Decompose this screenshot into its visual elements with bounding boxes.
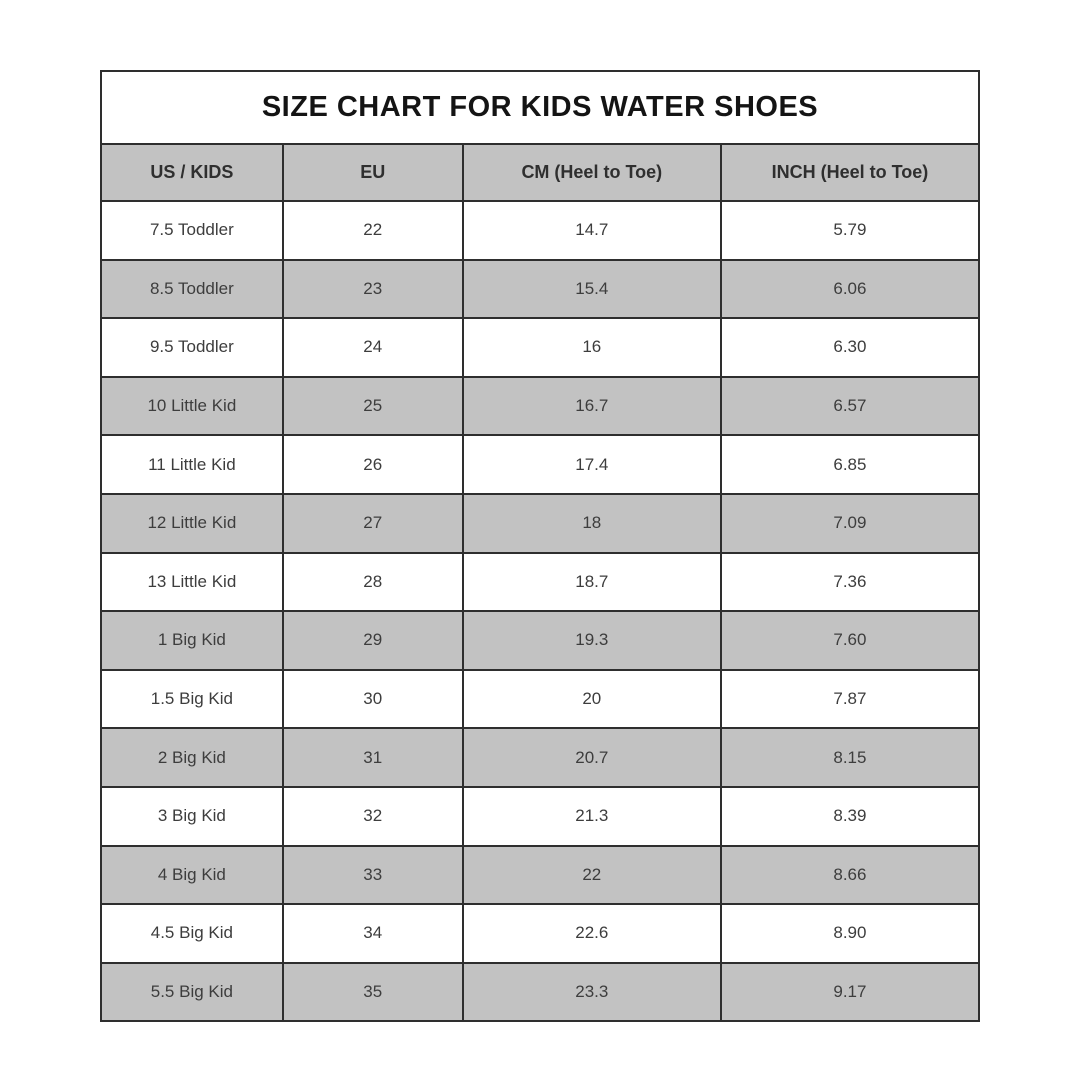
table-row: 9.5 Toddler 24 16 6.30 bbox=[100, 317, 981, 378]
table-cell: 21.3 bbox=[461, 785, 722, 847]
table-row: 4.5 Big Kid 34 22.6 8.90 bbox=[100, 903, 981, 964]
table-cell: 5.5 Big Kid bbox=[100, 961, 284, 1023]
table-cell: 26 bbox=[281, 434, 464, 495]
table-cell: 23 bbox=[281, 258, 464, 320]
table-cell: 25 bbox=[281, 375, 464, 437]
table-cell: 9.5 Toddler bbox=[100, 317, 284, 378]
table-cell: 17.4 bbox=[461, 434, 722, 495]
table-cell: 12 Little Kid bbox=[100, 492, 284, 554]
table-cell: 19.3 bbox=[461, 610, 722, 671]
table-cell: 4 Big Kid bbox=[100, 844, 284, 906]
table-cell: 29 bbox=[281, 610, 464, 671]
table-row: 4 Big Kid 33 22 8.66 bbox=[100, 844, 981, 906]
table-cell: 11 Little Kid bbox=[100, 434, 284, 495]
table-cell: 31 bbox=[281, 727, 464, 788]
table-cell: 20 bbox=[461, 668, 722, 730]
table-cell: 6.57 bbox=[719, 375, 981, 437]
table-cell: 33 bbox=[281, 844, 464, 906]
table-cell: 1.5 Big Kid bbox=[100, 668, 284, 730]
table-cell: 32 bbox=[281, 785, 464, 847]
table-row: 11 Little Kid 26 17.4 6.85 bbox=[100, 434, 981, 495]
table-cell: 24 bbox=[281, 317, 464, 378]
table-cell: 18 bbox=[461, 492, 722, 554]
table-row: 2 Big Kid 31 20.7 8.15 bbox=[100, 727, 981, 788]
table-row: 13 Little Kid 28 18.7 7.36 bbox=[100, 551, 981, 613]
table-cell: 8.15 bbox=[719, 727, 981, 788]
table-cell: 22 bbox=[281, 200, 464, 261]
table-cell: 5.79 bbox=[719, 200, 981, 261]
column-header: CM (Heel to Toe) bbox=[461, 143, 722, 202]
table-cell: 8.5 Toddler bbox=[100, 258, 284, 320]
table-row: 12 Little Kid 27 18 7.09 bbox=[100, 492, 981, 554]
table-cell: 18.7 bbox=[461, 551, 722, 613]
column-header: INCH (Heel to Toe) bbox=[719, 143, 981, 202]
table-row: 7.5 Toddler 22 14.7 5.79 bbox=[100, 200, 981, 261]
table-cell: 15.4 bbox=[461, 258, 722, 320]
table-row: 1 Big Kid 29 19.3 7.60 bbox=[100, 610, 981, 671]
table-cell: 8.66 bbox=[719, 844, 981, 906]
table-cell: 7.5 Toddler bbox=[100, 200, 284, 261]
table-row: 1.5 Big Kid 30 20 7.87 bbox=[100, 668, 981, 730]
table-cell: 6.85 bbox=[719, 434, 981, 495]
table-cell: 7.87 bbox=[719, 668, 981, 730]
table-cell: 20.7 bbox=[461, 727, 722, 788]
table-cell: 23.3 bbox=[461, 961, 722, 1023]
table-cell: 16 bbox=[461, 317, 722, 378]
table-cell: 7.60 bbox=[719, 610, 981, 671]
table-cell: 7.36 bbox=[719, 551, 981, 613]
table-cell: 4.5 Big Kid bbox=[100, 903, 284, 964]
table-cell: 8.90 bbox=[719, 903, 981, 964]
table-row: 3 Big Kid 32 21.3 8.39 bbox=[100, 785, 981, 847]
table-cell: 6.30 bbox=[719, 317, 981, 378]
size-chart-table: SIZE CHART FOR KIDS WATER SHOES US / KID… bbox=[100, 70, 981, 1023]
column-header: US / KIDS bbox=[100, 143, 284, 202]
table-cell: 10 Little Kid bbox=[100, 375, 284, 437]
size-table-body: 7.5 Toddler 22 14.7 5.79 8.5 Toddler 23 15.4 6.… bbox=[100, 200, 981, 1023]
table-row: 5.5 Big Kid 35 23.3 9.17 bbox=[100, 961, 981, 1023]
table-cell: 9.17 bbox=[719, 961, 981, 1023]
table-cell: 34 bbox=[281, 903, 464, 964]
table-cell: 2 Big Kid bbox=[100, 727, 284, 788]
table-cell: 6.06 bbox=[719, 258, 981, 320]
table-row: 10 Little Kid 25 16.7 6.57 bbox=[100, 375, 981, 437]
table-cell: 22 bbox=[461, 844, 722, 906]
table-cell: 13 Little Kid bbox=[100, 551, 284, 613]
column-header: EU bbox=[281, 143, 464, 202]
table-cell: 7.09 bbox=[719, 492, 981, 554]
table-cell: 1 Big Kid bbox=[100, 610, 284, 671]
table-cell: 22.6 bbox=[461, 903, 722, 964]
table-cell: 35 bbox=[281, 961, 464, 1023]
table-row: 8.5 Toddler 23 15.4 6.06 bbox=[100, 258, 981, 320]
table-cell: 27 bbox=[281, 492, 464, 554]
table-cell: 3 Big Kid bbox=[100, 785, 284, 847]
title-row: SIZE CHART FOR KIDS WATER SHOES bbox=[100, 70, 980, 145]
table-cell: 30 bbox=[281, 668, 464, 730]
header-row: US / KIDS EU CM (Heel to Toe) INCH (Heel to… bbox=[100, 143, 981, 202]
table-title: SIZE CHART FOR KIDS WATER SHOES bbox=[100, 70, 980, 145]
table-cell: 16.7 bbox=[461, 375, 722, 437]
table-cell: 8.39 bbox=[719, 785, 981, 847]
table-cell: 14.7 bbox=[461, 200, 722, 261]
table-cell: 28 bbox=[281, 551, 464, 613]
